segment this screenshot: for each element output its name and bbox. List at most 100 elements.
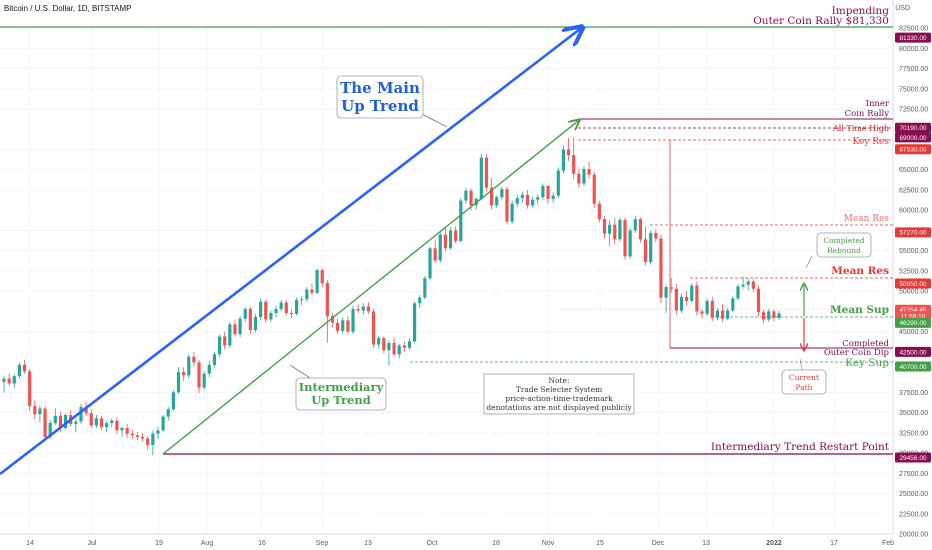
candle-body bbox=[664, 287, 668, 298]
candle-body bbox=[705, 300, 709, 314]
completed-dip-label-1: Completed bbox=[842, 339, 889, 349]
candle-body bbox=[79, 406, 83, 422]
time-tick-label: 13 bbox=[702, 540, 710, 547]
impending-label-1: Impending bbox=[832, 5, 890, 17]
intermediary-trend-callout: Intermediary Up Trend bbox=[289, 364, 387, 411]
intermediary-trend-line[interactable] bbox=[162, 121, 578, 455]
price-tick-label: 75000.00 bbox=[899, 86, 928, 93]
price-tick-label: 52500.00 bbox=[899, 268, 928, 275]
candle-body bbox=[556, 170, 560, 196]
price-tick-label: 22500.00 bbox=[899, 511, 928, 518]
candle-body bbox=[12, 376, 16, 384]
time-axis[interactable]: 14 Jul 19 Aug 16 Sep 13 Oct 18 Nov 15 Dec 13 2022 17 Fe… bbox=[26, 540, 894, 547]
candle-body bbox=[341, 320, 345, 331]
candle-body bbox=[294, 300, 299, 314]
candle-body bbox=[125, 427, 129, 434]
candle-body bbox=[202, 373, 206, 388]
candle-body bbox=[495, 197, 499, 206]
candle-body bbox=[110, 420, 114, 424]
candle-body bbox=[382, 338, 386, 351]
candle-body bbox=[551, 195, 555, 199]
completed-dip-label-2: Outer Coin Dip bbox=[824, 348, 890, 358]
candle-body bbox=[777, 313, 781, 318]
candle-body bbox=[248, 308, 252, 331]
price-tick-label: 55000.00 bbox=[899, 248, 928, 255]
candle-body bbox=[197, 362, 201, 388]
time-tick-label: Oct bbox=[427, 540, 438, 547]
price-badge bbox=[895, 227, 931, 238]
price-badge-label: 11:59:10 bbox=[901, 314, 926, 321]
candle-body bbox=[438, 234, 442, 261]
rebound-label-1: Completed bbox=[823, 236, 864, 245]
price-badge-label: 29456.00 bbox=[899, 455, 926, 462]
candle-body bbox=[464, 190, 468, 201]
candle-body bbox=[500, 189, 504, 198]
price-tick-label: 37500.00 bbox=[899, 390, 928, 397]
price-tick-label: 20000.00 bbox=[899, 532, 928, 539]
level-lines bbox=[0, 26, 893, 455]
candle-body bbox=[2, 378, 6, 382]
price-badge-label: 57270.00 bbox=[899, 230, 926, 237]
note-line-2: Trade Selecter System bbox=[516, 385, 603, 394]
candle-body bbox=[726, 310, 730, 319]
candle-body bbox=[731, 298, 735, 311]
main-trend-line[interactable] bbox=[0, 29, 580, 476]
candle-body bbox=[633, 219, 637, 231]
candle-body bbox=[536, 197, 540, 200]
candle-body bbox=[58, 415, 63, 428]
candle-body bbox=[351, 308, 355, 332]
current-path-label-1: Current bbox=[789, 373, 819, 382]
candle-body bbox=[654, 232, 658, 239]
candle-body bbox=[695, 285, 699, 312]
candle-body bbox=[99, 418, 104, 428]
candle-body bbox=[515, 198, 519, 204]
time-tick-label: 13 bbox=[364, 540, 372, 547]
price-tick-label: 50000.00 bbox=[899, 289, 928, 296]
note-line-1: Note: bbox=[548, 376, 569, 385]
candle-body bbox=[561, 149, 566, 171]
price-badge bbox=[895, 361, 931, 372]
candle-body bbox=[53, 415, 57, 424]
candle-body bbox=[418, 297, 422, 304]
candle-body bbox=[192, 356, 196, 363]
time-tick-label: Aug bbox=[201, 540, 214, 547]
price-badge bbox=[895, 132, 931, 143]
candle-body bbox=[84, 406, 88, 414]
candle-body bbox=[541, 185, 545, 198]
price-badge-label: 70190.00 bbox=[899, 125, 926, 132]
candle-body bbox=[407, 341, 412, 348]
candle-body bbox=[669, 287, 673, 289]
candle-body bbox=[7, 378, 11, 384]
candle-body bbox=[171, 392, 175, 410]
time-tick-label: Nov bbox=[542, 540, 555, 547]
candle-body bbox=[592, 174, 596, 204]
candle-body bbox=[767, 311, 771, 320]
price-tick-label: 25000.00 bbox=[899, 491, 928, 498]
candle-body bbox=[454, 230, 458, 241]
candle-body bbox=[320, 270, 324, 284]
price-tick-label: 60000.00 bbox=[899, 208, 928, 215]
candle-body bbox=[756, 288, 761, 313]
candle-body bbox=[212, 354, 217, 365]
candle-body bbox=[413, 303, 417, 342]
mean-res-label: Mean Res bbox=[831, 265, 889, 277]
candle-body bbox=[459, 200, 463, 241]
price-badge bbox=[895, 317, 931, 328]
candle-body bbox=[28, 371, 32, 407]
candle-body bbox=[63, 415, 68, 428]
candle-body bbox=[74, 421, 78, 424]
time-tick-label: Dec bbox=[652, 540, 665, 547]
candle-body bbox=[146, 438, 150, 445]
candle-body bbox=[289, 313, 294, 315]
candle-body bbox=[274, 308, 278, 314]
candle-body bbox=[587, 168, 591, 175]
candle-body bbox=[628, 230, 632, 257]
price-badge-label: 46290.00 bbox=[899, 320, 926, 327]
candle-body bbox=[638, 219, 643, 240]
price-badge-label: 81330.00 bbox=[899, 35, 926, 42]
rebound-label-2: Rebound bbox=[827, 246, 861, 255]
candle-body bbox=[746, 281, 750, 285]
candle-body bbox=[685, 296, 689, 301]
candle-body bbox=[489, 187, 494, 206]
